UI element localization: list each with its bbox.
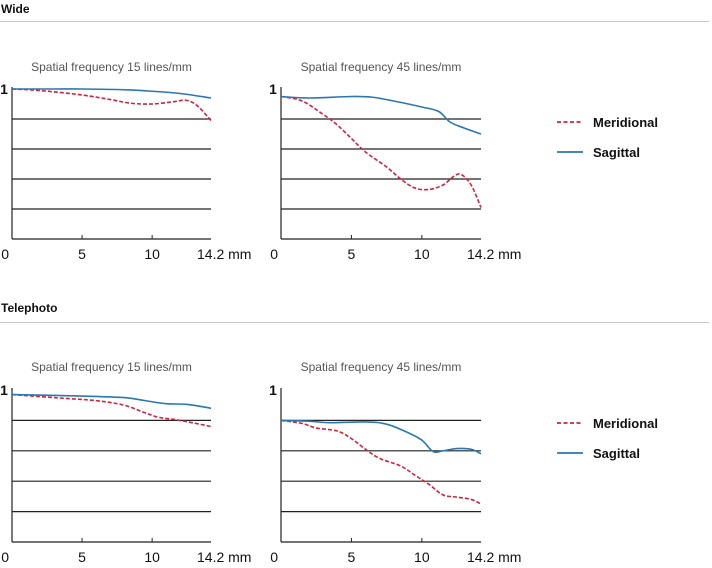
x-tick-label: 10: [144, 549, 160, 565]
chart-title: Spatial frequency 15 lines/mm: [31, 60, 192, 74]
series-line-meridional: [11, 393, 212, 428]
x-tick-label: 14.2 mm: [197, 246, 251, 262]
series-line-sagittal: [12, 88, 212, 99]
section-title-telephoto: Telephoto: [1, 301, 58, 315]
chart-title: Spatial frequency 45 lines/mm: [301, 60, 462, 74]
series-line-meridional: [280, 95, 482, 208]
x-tick-label: 10: [414, 246, 430, 262]
legend-label-meridional: Meridional: [593, 416, 658, 431]
series-line-meridional: [11, 88, 212, 122]
x-tick-label: 5: [348, 549, 356, 565]
x-tick-label: 5: [78, 549, 86, 565]
series-line-sagittal: [11, 393, 212, 410]
x-tick-label: 0: [270, 549, 278, 565]
x-tick-label: 0: [270, 246, 278, 262]
y-tick-label: 1: [0, 382, 8, 398]
section-divider-telephoto: [0, 322, 709, 323]
legend-label-sagittal: Sagittal: [593, 145, 640, 160]
series-line-sagittal: [280, 95, 482, 135]
x-tick-label: 10: [144, 246, 160, 262]
x-tick-label: 0: [1, 549, 9, 565]
y-tick-label: 1: [269, 382, 277, 398]
x-tick-label: 0: [1, 246, 9, 262]
legend-label-sagittal: Sagittal: [593, 446, 640, 461]
section-divider-wide: [0, 21, 709, 22]
x-tick-label: 14.2 mm: [467, 246, 521, 262]
x-tick-label: 10: [414, 549, 430, 565]
y-tick-label: 1: [269, 81, 277, 97]
series-line-sagittal: [280, 419, 482, 455]
x-tick-label: 14.2 mm: [197, 549, 251, 565]
chart-title: Spatial frequency 45 lines/mm: [301, 360, 462, 374]
series-line-meridional: [280, 419, 482, 505]
chart-title: Spatial frequency 15 lines/mm: [31, 360, 192, 374]
x-tick-label: 5: [348, 246, 356, 262]
y-tick-label: 1: [0, 81, 8, 97]
x-tick-label: 14.2 mm: [467, 549, 521, 565]
x-tick-label: 5: [78, 246, 86, 262]
section-title-wide: Wide: [1, 2, 30, 16]
legend-label-meridional: Meridional: [593, 115, 658, 130]
